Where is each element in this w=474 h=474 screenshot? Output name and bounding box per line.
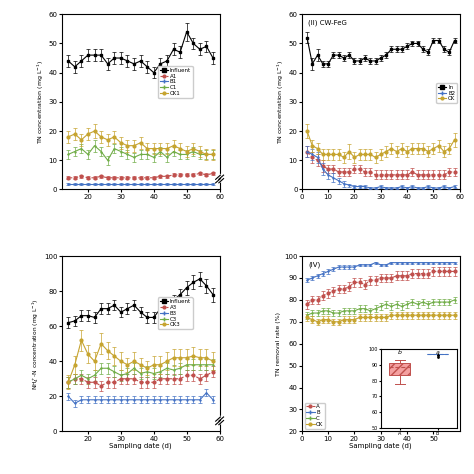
Text: (IV): (IV) xyxy=(308,261,320,268)
Legend: Influent, A1, B1, C1, CK1: Influent, A1, B1, C1, CK1 xyxy=(158,66,192,98)
X-axis label: Sampling date (d): Sampling date (d) xyxy=(349,443,412,449)
Text: (II) CW-FeG: (II) CW-FeG xyxy=(308,19,347,26)
Legend: Influent, A3, B3, C3, CK3: Influent, A3, B3, C3, CK3 xyxy=(158,297,192,329)
Legend: In, B2, CK: In, B2, CK xyxy=(437,83,457,103)
X-axis label: Sampling date (d): Sampling date (d) xyxy=(109,443,172,449)
Legend: A, B, C, CK: A, B, C, CK xyxy=(305,403,325,428)
Y-axis label: TN concentration (mg L$^{-1}$): TN concentration (mg L$^{-1}$) xyxy=(36,60,46,144)
Y-axis label: TN concentration (mg L$^{-1}$): TN concentration (mg L$^{-1}$) xyxy=(275,60,286,144)
Y-axis label: NH$_4^+$-N concentration (mg L$^{-1}$): NH$_4^+$-N concentration (mg L$^{-1}$) xyxy=(30,298,41,390)
Y-axis label: TN removal rate (%): TN removal rate (%) xyxy=(276,312,282,376)
